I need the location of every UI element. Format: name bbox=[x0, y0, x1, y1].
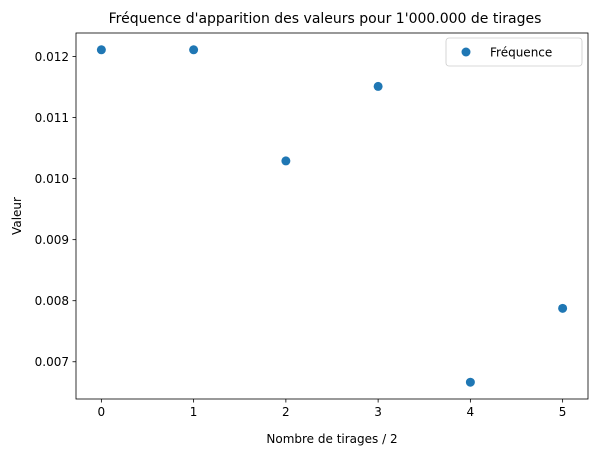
x-tick-label: 0 bbox=[98, 405, 106, 419]
y-axis: 0.007 0.008 0.009 0.010 0.011 0.012 bbox=[35, 50, 76, 369]
y-axis-label: Valeur bbox=[10, 197, 24, 235]
y-tick-label: 0.007 bbox=[35, 355, 69, 369]
data-point bbox=[281, 156, 291, 166]
y-tick-label: 0.011 bbox=[35, 111, 69, 125]
x-tick-label: 1 bbox=[190, 405, 198, 419]
legend-label: Fréquence bbox=[490, 46, 552, 60]
data-point bbox=[189, 45, 199, 55]
x-tick-label: 4 bbox=[467, 405, 475, 419]
y-tick-label: 0.010 bbox=[35, 172, 69, 186]
plot-area bbox=[96, 45, 568, 387]
x-axis: 0 1 2 3 4 5 bbox=[98, 399, 567, 419]
legend-frame bbox=[445, 37, 583, 67]
data-point bbox=[465, 377, 475, 387]
x-axis-label: Nombre de tirages / 2 bbox=[266, 432, 397, 446]
data-point bbox=[558, 303, 568, 313]
chart-title: Fréquence d'apparition des valeurs pour … bbox=[109, 11, 542, 27]
legend-marker bbox=[461, 47, 471, 57]
data-point bbox=[373, 81, 383, 91]
x-tick-label: 5 bbox=[559, 405, 567, 419]
y-tick-label: 0.008 bbox=[35, 294, 69, 308]
data-point bbox=[96, 45, 106, 55]
axes-frame bbox=[75, 32, 589, 400]
y-tick-label: 0.009 bbox=[35, 233, 69, 247]
legend: Fréquence bbox=[445, 37, 583, 67]
x-tick-label: 2 bbox=[282, 405, 290, 419]
x-tick-label: 3 bbox=[374, 405, 382, 419]
y-tick-label: 0.012 bbox=[35, 50, 69, 64]
